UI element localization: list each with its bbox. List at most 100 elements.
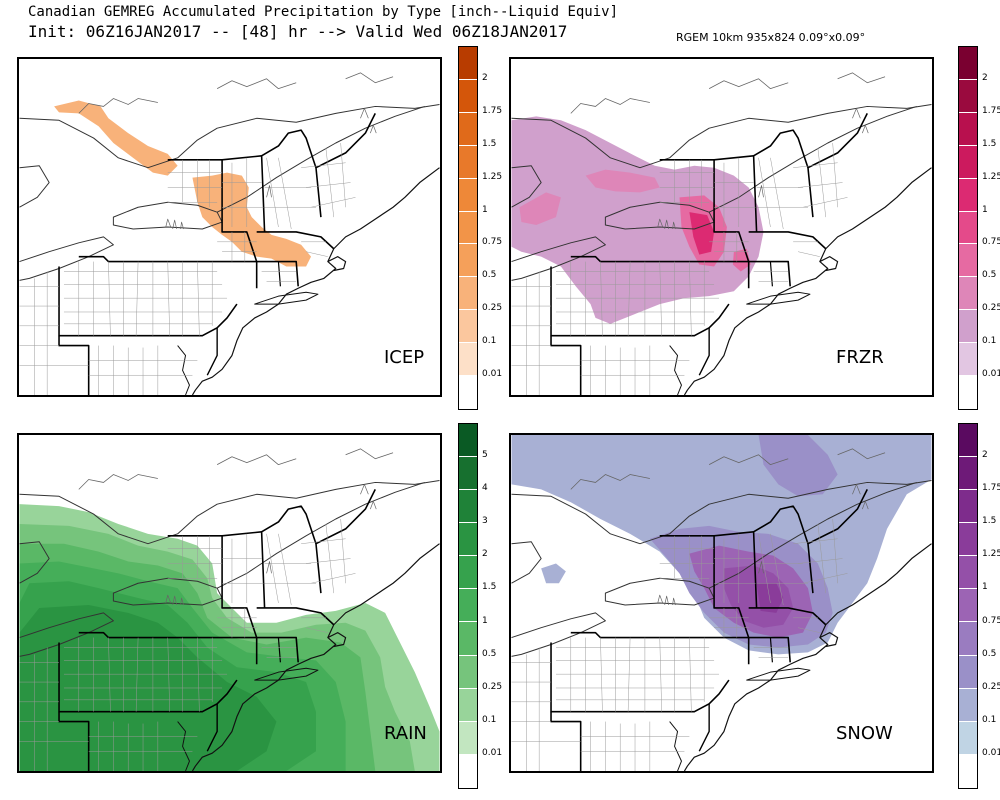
snow-map bbox=[511, 435, 932, 771]
map-title: Canadian GEMREG Accumulated Precipitatio… bbox=[28, 4, 619, 20]
icep-colorbar-swatch bbox=[459, 112, 477, 146]
snow-colorbar-tick-label: 0.25 bbox=[982, 681, 1000, 692]
snow-map-panel: SNOW bbox=[509, 433, 934, 773]
snow-colorbar-swatch bbox=[959, 523, 977, 557]
frzr-colorbar-tick-label: 1.5 bbox=[982, 138, 997, 149]
icep-colorbar-tick-label: 1 bbox=[482, 204, 488, 215]
icep-colorbar-tick-label: 0.25 bbox=[482, 303, 503, 314]
rain-map bbox=[19, 448, 440, 771]
icep-panel-label: ICEP bbox=[384, 347, 425, 368]
frzr-colorbar-swatch bbox=[959, 178, 977, 212]
icep-colorbar-tick-label: 1.75 bbox=[482, 105, 503, 116]
icep-colorbar-tick-label: 0.5 bbox=[482, 270, 497, 281]
snow-panel-label: SNOW bbox=[836, 723, 893, 744]
snow-precip-field bbox=[511, 435, 932, 655]
icep-colorbar-swatch bbox=[459, 145, 477, 179]
rain-map-panel: RAIN bbox=[17, 433, 442, 773]
snow-colorbar-swatch bbox=[959, 622, 977, 656]
icep-colorbar-tick-label: 0.01 bbox=[482, 369, 503, 380]
snow-colorbar-swatch bbox=[959, 424, 977, 458]
snow-colorbar-tick-label: 0.5 bbox=[982, 648, 997, 659]
rain-colorbar-tick-label: 0.25 bbox=[482, 681, 503, 692]
frzr-colorbar-tick-label: 1 bbox=[982, 204, 988, 215]
icep-colorbar-tick-label: 1.5 bbox=[482, 138, 497, 149]
snow-colorbar-swatch bbox=[959, 655, 977, 689]
rain-colorbar-swatch bbox=[459, 457, 477, 491]
icep-colorbar-swatch bbox=[459, 47, 477, 80]
rain-colorbar-tick-label: 1 bbox=[482, 615, 488, 626]
frzr-panel-label: FRZR bbox=[836, 347, 884, 368]
frzr-colorbar-tick-label: 0.25 bbox=[982, 303, 1000, 314]
snow-colorbar-tick-label: 1.5 bbox=[982, 516, 997, 527]
rain-colorbar-swatch bbox=[459, 589, 477, 623]
rain-colorbar-tick-label: 2 bbox=[482, 549, 488, 560]
rain-colorbar-swatch bbox=[459, 523, 477, 557]
rain-colorbar-tick-label: 5 bbox=[482, 450, 488, 461]
rain-panel-label: RAIN bbox=[384, 723, 427, 744]
rain-colorbar-swatch bbox=[459, 688, 477, 722]
snow-colorbar-swatch bbox=[959, 688, 977, 722]
snow-colorbar-tick-label: 1.25 bbox=[982, 549, 1000, 560]
frzr-colorbar-tick-label: 0.5 bbox=[982, 270, 997, 281]
frzr-colorbar-swatch bbox=[959, 343, 977, 377]
frzr-colorbar-swatch bbox=[959, 145, 977, 179]
snow-colorbar bbox=[958, 423, 978, 789]
frzr-map bbox=[511, 72, 932, 395]
snow-colorbar-swatch bbox=[959, 556, 977, 590]
icep-colorbar-tick-label: 0.75 bbox=[482, 237, 503, 248]
icep-colorbar-swatch bbox=[459, 343, 477, 377]
frzr-colorbar-swatch bbox=[959, 112, 977, 146]
snow-colorbar-tick-label: 0.01 bbox=[982, 747, 1000, 758]
rain-colorbar-tick-label: 4 bbox=[482, 483, 488, 494]
snow-colorbar-swatch bbox=[959, 490, 977, 524]
icep-map bbox=[19, 72, 440, 395]
frzr-colorbar-swatch bbox=[959, 310, 977, 344]
icep-colorbar-swatch bbox=[459, 211, 477, 245]
rain-colorbar-swatch bbox=[459, 655, 477, 689]
frzr-colorbar-swatch bbox=[959, 244, 977, 278]
snow-colorbar-swatch bbox=[959, 589, 977, 623]
snow-colorbar-swatch bbox=[959, 457, 977, 491]
rain-colorbar-swatch bbox=[459, 622, 477, 656]
icep-colorbar-swatch bbox=[459, 244, 477, 278]
icep-colorbar-swatch bbox=[459, 310, 477, 344]
frzr-colorbar-tick-label: 1.25 bbox=[982, 171, 1000, 182]
rain-colorbar-swatch bbox=[459, 424, 477, 458]
model-info: RGEM 10km 935x824 0.09°x0.09° bbox=[676, 31, 866, 44]
icep-map-panel: ICEP bbox=[17, 57, 442, 397]
snow-colorbar-swatch bbox=[959, 754, 977, 788]
frzr-map-panel: FRZR bbox=[509, 57, 934, 397]
rain-colorbar bbox=[458, 423, 478, 789]
frzr-colorbar-swatch bbox=[959, 376, 977, 409]
frzr-colorbar-swatch bbox=[959, 79, 977, 113]
snow-colorbar-tick-label: 0.75 bbox=[982, 615, 1000, 626]
snow-colorbar-tick-label: 1 bbox=[982, 582, 988, 593]
frzr-colorbar-tick-label: 2 bbox=[982, 72, 988, 83]
icep-colorbar-swatch bbox=[459, 79, 477, 113]
rain-colorbar-swatch bbox=[459, 754, 477, 788]
snow-colorbar-tick-label: 2 bbox=[982, 450, 988, 461]
frzr-colorbar-swatch bbox=[959, 47, 977, 80]
icep-colorbar bbox=[458, 46, 478, 410]
frzr-colorbar bbox=[958, 46, 978, 410]
frzr-colorbar-swatch bbox=[959, 211, 977, 245]
rain-colorbar-swatch bbox=[459, 490, 477, 524]
icep-colorbar-swatch bbox=[459, 178, 477, 212]
frzr-colorbar-tick-label: 1.75 bbox=[982, 105, 1000, 116]
frzr-colorbar-tick-label: 0.75 bbox=[982, 237, 1000, 248]
icep-colorbar-tick-label: 0.1 bbox=[482, 336, 497, 347]
rain-colorbar-tick-label: 1.5 bbox=[482, 582, 497, 593]
rain-colorbar-tick-label: 0.5 bbox=[482, 648, 497, 659]
rain-colorbar-swatch bbox=[459, 721, 477, 755]
snow-colorbar-tick-label: 0.1 bbox=[982, 714, 997, 725]
icep-colorbar-tick-label: 2 bbox=[482, 72, 488, 83]
rain-colorbar-tick-label: 0.1 bbox=[482, 714, 497, 725]
snow-colorbar-swatch bbox=[959, 721, 977, 755]
rain-colorbar-swatch bbox=[459, 556, 477, 590]
frzr-colorbar-swatch bbox=[959, 277, 977, 311]
frzr-colorbar-tick-label: 0.01 bbox=[982, 369, 1000, 380]
icep-colorbar-tick-label: 1.25 bbox=[482, 171, 503, 182]
map-init-valid-time: Init: 06Z16JAN2017 -- [48] hr --> Valid … bbox=[28, 22, 568, 41]
rain-colorbar-tick-label: 0.01 bbox=[482, 747, 503, 758]
icep-colorbar-swatch bbox=[459, 277, 477, 311]
